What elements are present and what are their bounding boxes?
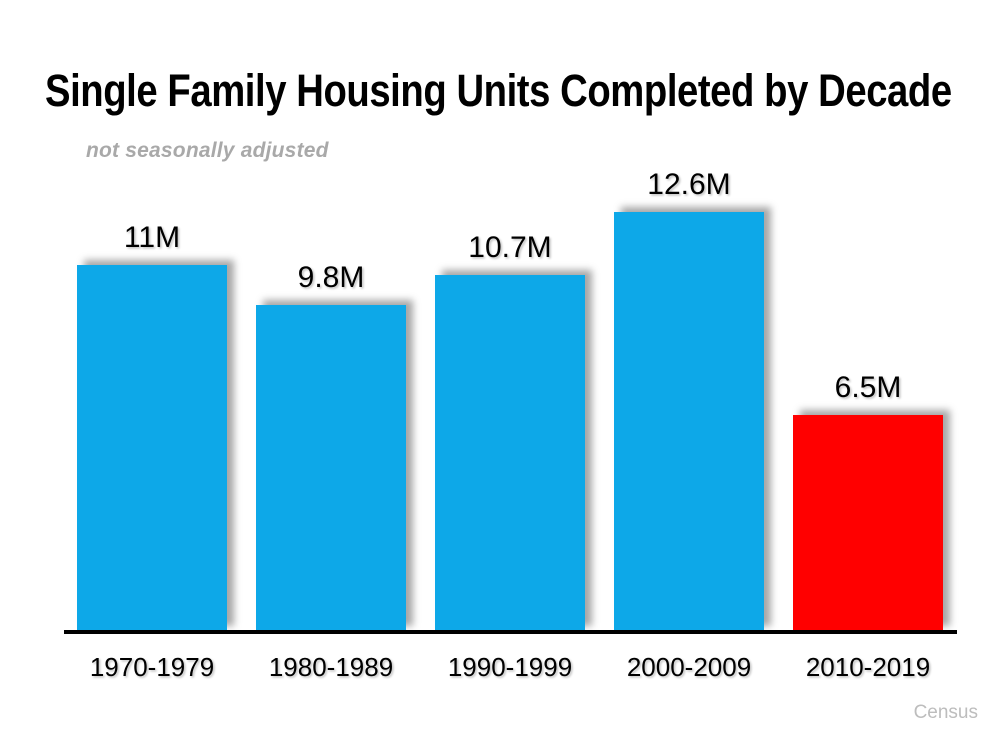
x-axis-line	[64, 630, 957, 634]
bar-category-label: 2000-2009	[626, 652, 752, 682]
bar-2010-2019	[793, 414, 943, 631]
bar-category-label: 2010-2019	[805, 652, 931, 682]
bar-category-label: 1990-1999	[447, 652, 573, 682]
bar-1990-1999	[435, 275, 585, 631]
bar-category-label: 1980-1989	[268, 652, 394, 682]
bar-2000-2009	[614, 212, 764, 631]
bar-value-label: 10.7M	[468, 231, 552, 265]
chart-subtitle: not seasonally adjusted	[86, 139, 329, 162]
source-credit: Census	[913, 702, 978, 723]
bar-category-label: 1970-1979	[89, 652, 215, 682]
bar-value-label: 12.6M	[647, 168, 731, 202]
bar-value-label: 9.8M	[297, 261, 365, 295]
bar-value-label: 11M	[123, 221, 181, 255]
bar-1980-1989	[256, 305, 406, 631]
bar-1970-1979	[77, 265, 227, 631]
chart-title: Single Family Housing Units Completed by…	[45, 65, 952, 116]
bar-value-label: 6.5M	[834, 370, 902, 404]
